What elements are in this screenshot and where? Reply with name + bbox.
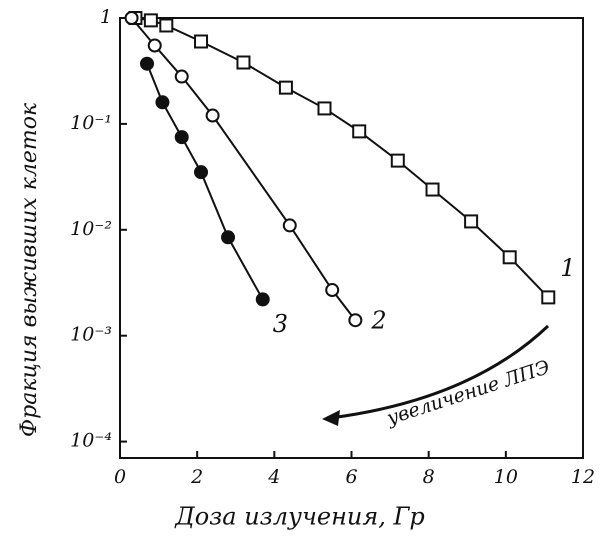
point: [255, 292, 270, 307]
y-tick-label: 10⁻¹: [70, 112, 112, 134]
point: [174, 130, 189, 145]
x-tick-label: 10: [494, 466, 518, 488]
point: [221, 230, 236, 245]
point: [155, 95, 170, 110]
point: [541, 290, 556, 305]
point: [348, 313, 363, 328]
point: [124, 11, 139, 25]
point: [205, 108, 220, 123]
x-axis-label: Доза излучения, Гр: [174, 503, 425, 531]
point: [194, 34, 209, 49]
y-tick-label: 10⁻²: [70, 218, 112, 240]
arrow: [329, 324, 550, 420]
point: [147, 38, 162, 53]
x-tick-label: 6: [345, 466, 357, 488]
series-label: 1: [560, 254, 575, 282]
arrow-head: [322, 410, 340, 426]
point: [140, 56, 155, 71]
x-tick-label: 8: [423, 466, 435, 488]
point: [236, 55, 251, 70]
point: [174, 69, 189, 84]
point: [278, 80, 293, 95]
point: [390, 153, 405, 168]
x-tick-label: 12: [571, 466, 595, 488]
point: [282, 218, 297, 233]
series-line: [135, 17, 549, 299]
x-tick-label: 2: [190, 466, 203, 488]
y-tick-label: 10⁻³: [70, 324, 112, 346]
point: [464, 214, 479, 229]
point: [194, 165, 209, 180]
x-tick-label: 0: [114, 466, 126, 488]
y-axis-label: Фракция выживших клеток: [17, 102, 42, 437]
point: [502, 250, 517, 265]
x-tick-label: 4: [267, 466, 280, 488]
point: [325, 283, 340, 298]
y-tick-label: 10⁻⁴: [70, 430, 112, 452]
series-label: 3: [273, 310, 288, 338]
annotation: увеличение ЛПЭ: [383, 356, 552, 430]
point: [143, 13, 158, 28]
point: [159, 18, 174, 33]
point: [425, 182, 440, 197]
plot-frame: [119, 17, 584, 459]
y-tick-label: 1: [100, 6, 112, 28]
series-label: 2: [370, 307, 386, 335]
point: [317, 101, 332, 116]
point: [352, 124, 367, 139]
